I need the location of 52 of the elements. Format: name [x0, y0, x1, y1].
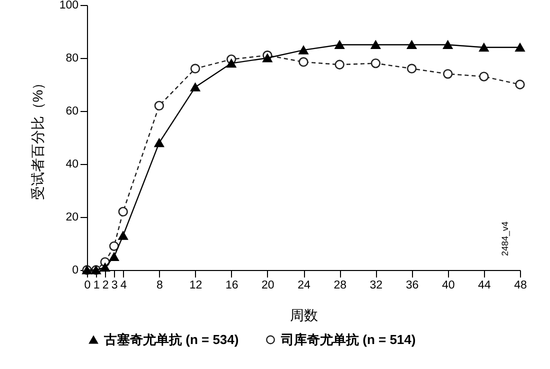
- point: [334, 40, 344, 50]
- y-tick-label: 20: [66, 212, 78, 224]
- x-tick-label: 36: [406, 280, 419, 292]
- y-tick-label: 40: [66, 158, 78, 170]
- x-axis-title: 周数: [290, 307, 318, 323]
- x-tick-label: 32: [370, 280, 383, 292]
- point: [190, 82, 200, 92]
- point: [109, 241, 119, 251]
- point: [443, 40, 453, 50]
- point: [515, 80, 525, 90]
- point: [298, 46, 308, 54]
- x-tick-label: 0: [84, 280, 91, 292]
- annotation: 2484_v4: [500, 221, 510, 256]
- y-tick-label: 80: [66, 52, 78, 64]
- point: [406, 64, 417, 74]
- y-axis-title: 受试者百分比（%）: [29, 76, 46, 200]
- y-tick-label: 0: [72, 264, 78, 276]
- point: [262, 54, 272, 62]
- point: [479, 43, 489, 52]
- point: [154, 138, 164, 148]
- point: [109, 252, 119, 262]
- y-tick-label: 60: [66, 106, 78, 118]
- legend-label: 司库奇尤单抗 (n = 514): [280, 332, 416, 347]
- x-tick-label: 4: [120, 280, 128, 292]
- point: [479, 72, 489, 82]
- x-tick-label: 48: [514, 280, 527, 292]
- x-tick-label: 8: [156, 280, 163, 292]
- x-tick-label: 28: [334, 280, 346, 292]
- point: [100, 263, 110, 272]
- point: [370, 58, 380, 68]
- point: [226, 59, 236, 68]
- x-tick-label: 44: [478, 280, 492, 292]
- point: [298, 57, 308, 67]
- y-tick-label: 100: [59, 0, 78, 12]
- x-tick-label: 40: [442, 280, 455, 292]
- point: [154, 100, 164, 111]
- x-tick-label: 16: [225, 280, 238, 292]
- x-tick-label: 1: [93, 280, 100, 292]
- point: [406, 40, 417, 50]
- point: [190, 64, 200, 74]
- x-tick-label: 3: [111, 280, 118, 292]
- point: [515, 43, 525, 52]
- point: [334, 60, 344, 70]
- point: [118, 206, 128, 217]
- point: [118, 231, 128, 240]
- x-tick-label: 24: [298, 280, 311, 292]
- point: [443, 69, 453, 79]
- x-tick-label: 20: [262, 280, 274, 292]
- x-tick-label: 2: [102, 280, 109, 292]
- point: [370, 40, 380, 50]
- legend-label: 古塞奇尤单抗 (n = 534): [103, 332, 239, 347]
- x-tick-label: 12: [189, 280, 202, 292]
